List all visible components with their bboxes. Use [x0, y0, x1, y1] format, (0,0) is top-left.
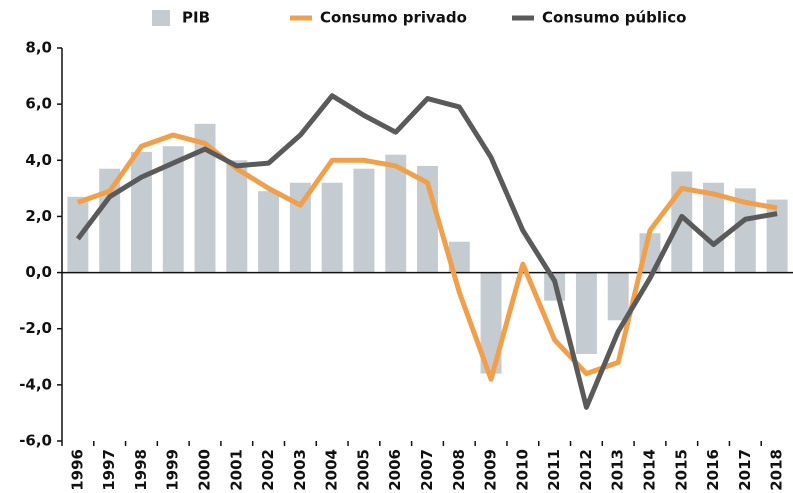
bar [607, 272, 629, 321]
x-tick-label: 1996 [68, 449, 86, 491]
legend-label: Consumo privado [320, 9, 467, 27]
legend-label: PIB [182, 9, 210, 27]
x-tick-label: 2011 [545, 449, 563, 491]
bar [734, 188, 756, 273]
bar [321, 182, 343, 273]
x-tick-label: 2018 [768, 449, 786, 491]
bar [575, 272, 597, 354]
legend-label: Consumo público [542, 9, 686, 27]
y-tick-label: -4,0 [19, 375, 52, 393]
bar [67, 196, 89, 273]
bar [448, 241, 470, 273]
x-tick-label: 2002 [259, 449, 277, 491]
x-tick-label: 2016 [704, 449, 722, 491]
y-tick-label: 8,0 [25, 39, 52, 57]
x-tick-label: 2006 [386, 449, 404, 491]
x-tick-label: 2012 [577, 449, 595, 491]
x-tick-label: 2014 [640, 449, 658, 491]
bar [766, 199, 788, 273]
y-tick-label: -6,0 [19, 432, 52, 450]
bar [385, 154, 407, 273]
line [75, 93, 778, 410]
x-tick-label: 2008 [450, 449, 468, 491]
y-tick-label: 0,0 [25, 263, 52, 281]
x-tick-label: 2003 [291, 449, 309, 491]
bar [703, 182, 725, 273]
x-tick-label: 2007 [418, 449, 436, 491]
x-tick-label: 1998 [132, 449, 150, 491]
x-tick-label: 2017 [736, 449, 754, 491]
x-tick-label: 2009 [482, 449, 500, 491]
x-tick-label: 2015 [672, 449, 690, 491]
bar [226, 160, 248, 273]
x-tick-label: 2001 [227, 449, 245, 491]
x-tick-label: 1999 [164, 449, 182, 491]
y-tick-label: -2,0 [19, 319, 52, 337]
bar [162, 146, 184, 273]
y-tick-label: 2,0 [25, 207, 52, 225]
bar [353, 168, 375, 273]
bar [194, 123, 216, 273]
line [77, 132, 778, 382]
y-tick-label: 4,0 [25, 151, 52, 169]
x-tick-label: 2005 [354, 449, 372, 491]
legend-swatch [152, 10, 170, 26]
x-tick-label: 2004 [323, 449, 341, 491]
bar [130, 151, 152, 273]
y-tick-label: 6,0 [25, 95, 52, 113]
x-tick-label: 1997 [100, 449, 118, 491]
bar [480, 272, 502, 374]
bar [258, 191, 280, 273]
x-tick-label: 2000 [196, 449, 214, 491]
x-tick-label: 2010 [513, 449, 531, 491]
x-tick-label: 2013 [609, 449, 627, 491]
